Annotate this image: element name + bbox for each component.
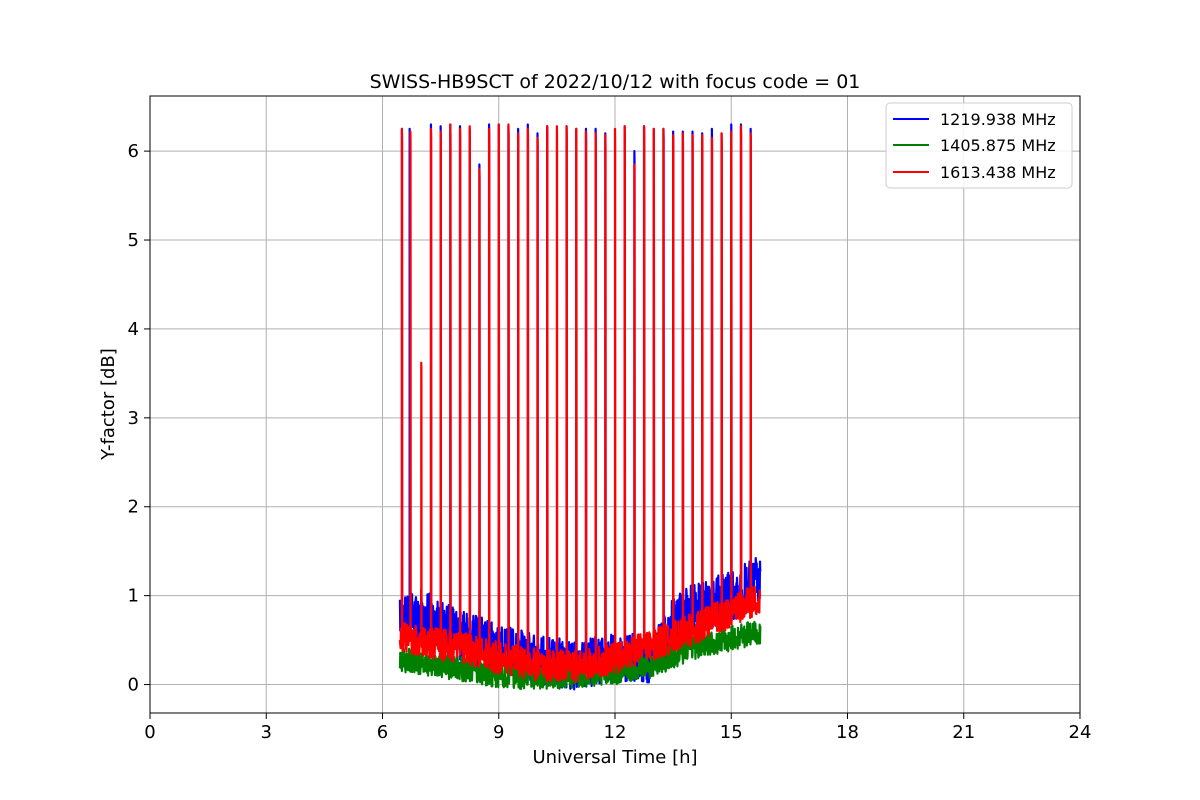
y-tick-label: 3: [128, 408, 139, 429]
x-tick-label: 24: [1069, 722, 1092, 743]
legend-frame: [885, 102, 1073, 189]
x-tick-label: 9: [493, 722, 504, 743]
y-tick-label: 5: [128, 230, 139, 251]
x-tick-label: 15: [720, 722, 743, 743]
y-tick-label: 2: [128, 497, 139, 518]
y-tick-label: 0: [128, 675, 139, 696]
series-plot-area: [398, 123, 762, 691]
y-tick-label: 6: [128, 141, 139, 162]
x-tick-label: 3: [261, 722, 272, 743]
y-axis-label: Y-factor [dB]: [98, 348, 119, 461]
legend-label-1219: 1219.938 MHz: [940, 110, 1056, 129]
y-tick-label: 1: [128, 586, 139, 607]
legend-label-1613: 1613.438 MHz: [940, 163, 1056, 182]
legend-label-1405: 1405.875 MHz: [940, 136, 1056, 155]
series-line-1613: [398, 123, 762, 684]
x-tick-label: 12: [604, 722, 627, 743]
y-tick-label: 4: [128, 319, 139, 340]
x-tick-label: 0: [144, 722, 155, 743]
x-axis-label: Universal Time [h]: [532, 747, 697, 768]
legend: 1219.938 MHz 1405.875 MHz 1613.438 MHz: [885, 102, 1073, 189]
x-tick-label: 6: [377, 722, 388, 743]
x-tick-label: 18: [836, 722, 859, 743]
chart-title: SWISS-HB9SCT of 2022/10/12 with focus co…: [370, 71, 861, 93]
x-tick-label: 21: [952, 722, 975, 743]
